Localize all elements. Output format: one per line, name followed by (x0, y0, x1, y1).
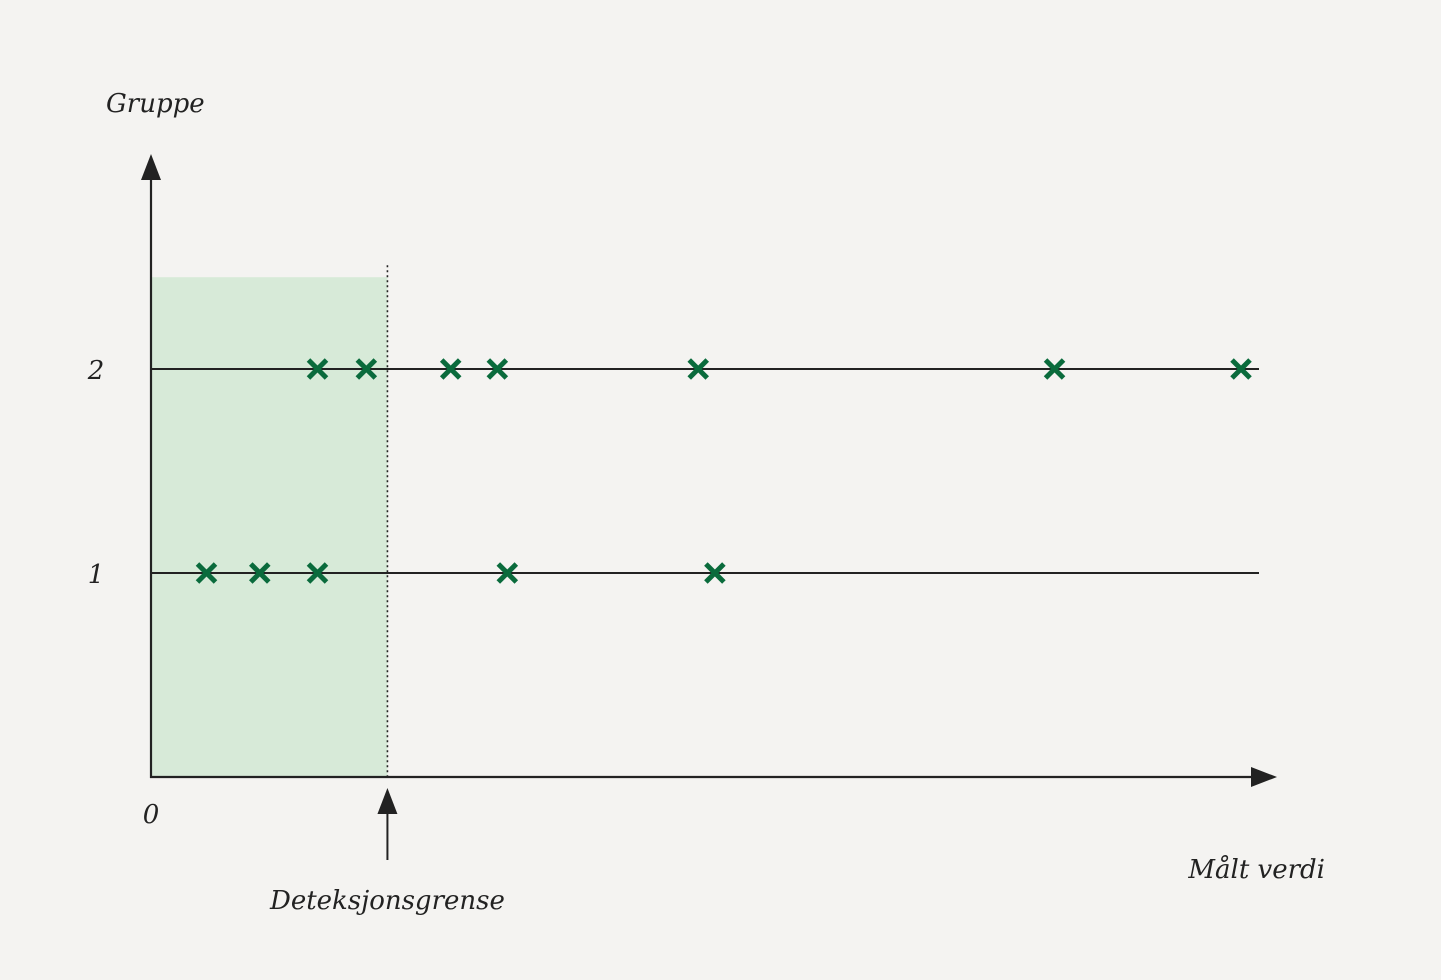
marker-group-2-1 (306, 358, 329, 380)
marker-group-2-5 (687, 358, 709, 380)
data-markers (195, 358, 1252, 584)
marker-group-2-2 (355, 358, 378, 380)
y-tick-labels: 12 (87, 356, 105, 590)
marker-group-1-5 (704, 562, 726, 584)
marker-group-1-2 (249, 562, 271, 584)
detection-limit-pointer-head (377, 788, 398, 814)
marker-group-1-4 (496, 562, 519, 584)
marker-group-2-3 (439, 358, 462, 380)
marker-group-2-6 (1043, 358, 1066, 380)
y-axis-label: Gruppe (106, 89, 205, 119)
marker-group-2-4 (486, 358, 509, 380)
detection-limit-label: Deteksjonsgrense (269, 886, 505, 916)
y-axis-arrow (141, 154, 161, 180)
origin-label: 0 (143, 800, 160, 830)
marker-group-1-1 (195, 562, 218, 584)
x-axis-label: Målt verdi (1187, 854, 1325, 885)
y-tick-label-2: 2 (87, 356, 105, 386)
group-lines (151, 368, 1259, 574)
marker-group-2-7 (1230, 358, 1252, 380)
marker-group-1-3 (306, 562, 329, 584)
x-axis-arrow (1251, 767, 1277, 787)
y-tick-label-1: 1 (88, 560, 105, 590)
below-detection-limit-region (151, 277, 388, 777)
